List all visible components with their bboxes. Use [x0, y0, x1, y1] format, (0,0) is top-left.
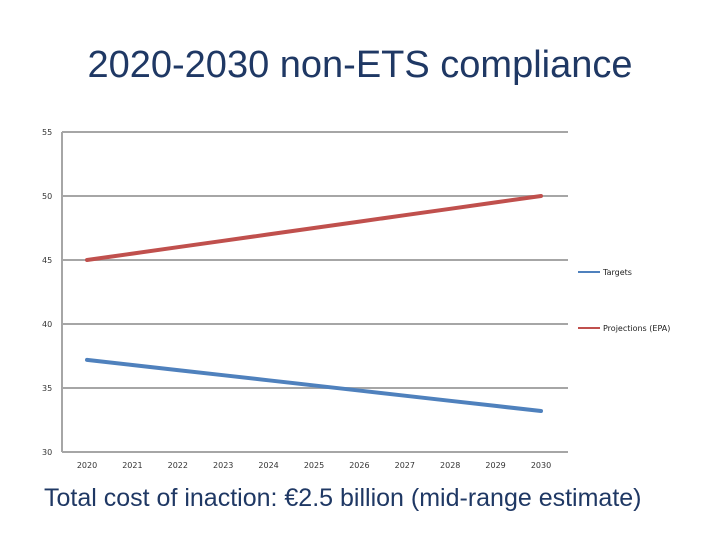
x-tick-label: 2027: [395, 461, 415, 470]
y-tick-label: 45: [42, 256, 52, 265]
data-point: [403, 213, 407, 217]
data-point: [403, 394, 407, 398]
x-tick-label: 2030: [531, 461, 551, 470]
y-tick-label: 50: [42, 192, 52, 201]
data-point: [267, 232, 271, 236]
x-tick-label: 2029: [485, 461, 505, 470]
data-point: [494, 404, 498, 408]
x-tick-label: 2028: [440, 461, 460, 470]
legend: Targets Projections (EPA): [578, 268, 670, 333]
x-tick-label: 2022: [168, 461, 188, 470]
footer-note: Total cost of inaction: €2.5 billion (mi…: [44, 484, 642, 512]
data-point: [448, 207, 452, 211]
x-tick-label: 2020: [77, 461, 97, 470]
y-tick-label: 40: [42, 320, 52, 329]
data-point: [130, 363, 134, 367]
data-point: [448, 399, 452, 403]
chart-title: 2020-2030 non-ETS compliance: [87, 44, 633, 86]
x-tick-label: 2021: [122, 461, 142, 470]
data-point: [176, 245, 180, 249]
data-point: [85, 358, 89, 362]
x-tick-label: 2024: [258, 461, 278, 470]
data-point: [221, 373, 225, 377]
y-tick-label: 35: [42, 384, 52, 393]
data-point: [221, 239, 225, 243]
data-point: [312, 226, 316, 230]
x-tick-label: 2025: [304, 461, 324, 470]
data-point: [85, 258, 89, 262]
data-point: [130, 252, 134, 256]
x-tick-label: 2023: [213, 461, 233, 470]
data-point: [539, 194, 543, 198]
x-axis-ticks: 2020 2021 2022 2023 2024 2025 2026 2027 2028 2029…: [77, 461, 551, 470]
data-point: [176, 368, 180, 372]
gridlines: [61, 131, 568, 453]
x-tick-label: 2026: [349, 461, 369, 470]
data-point: [539, 409, 543, 413]
series-lines: [85, 194, 543, 414]
y-axis-ticks: 30 35 40 45 50 55: [42, 128, 52, 457]
legend-label: Targets: [602, 268, 632, 277]
y-tick-label: 30: [42, 448, 52, 457]
legend-label: Projections (EPA): [603, 324, 670, 333]
data-point: [357, 220, 361, 224]
data-point: [312, 383, 316, 387]
y-tick-label: 55: [42, 128, 52, 137]
data-point: [494, 200, 498, 204]
data-point: [267, 378, 271, 382]
data-point: [357, 389, 361, 393]
